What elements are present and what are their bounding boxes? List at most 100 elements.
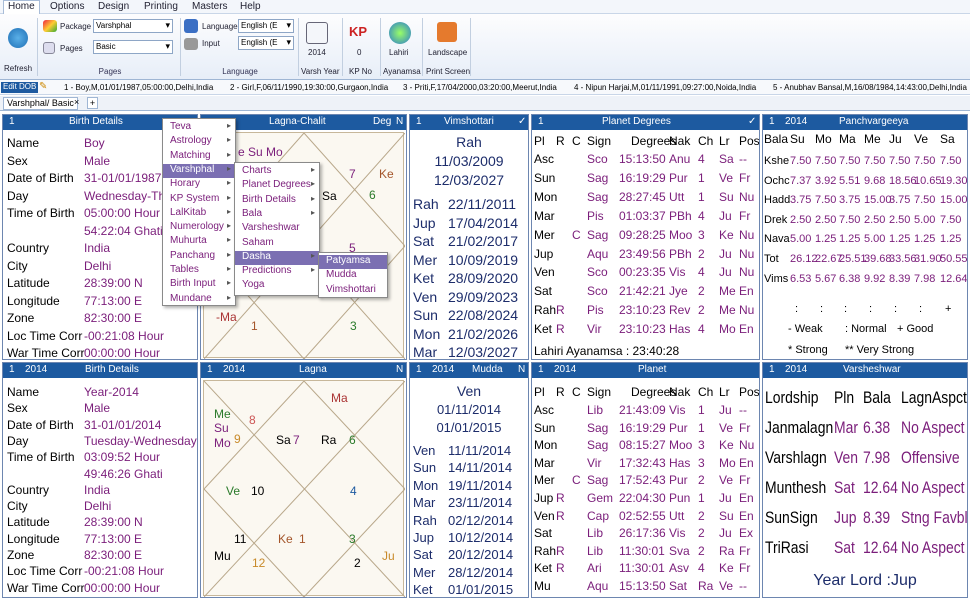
check-icon[interactable]: ✓ <box>748 116 757 127</box>
tab-varshphal-basic[interactable]: Varshphal/ Basic <box>3 97 78 110</box>
recent-item-2[interactable]: 2 - Girl,F,06/11/1990,19:30:00,Gurgaon,I… <box>230 83 389 92</box>
tab-add-button[interactable]: + <box>87 97 98 109</box>
panel-title: Vimshottari <box>444 116 494 127</box>
dasha-date: 23/11/2014 <box>448 495 513 511</box>
chart-house-3: 3 <box>349 532 356 546</box>
table-header: Lr <box>719 134 730 148</box>
mudda-from: 01/11/2014 <box>436 402 502 417</box>
menu-options[interactable]: Options <box>50 1 85 12</box>
kp-icon[interactable]: KP <box>349 24 368 39</box>
recent-item-4[interactable]: 4 - Nipun Harjai,M,01/11/1991,09:27:00,N… <box>574 83 757 92</box>
panel-number: 1 <box>769 116 775 127</box>
north-toggle[interactable]: N <box>396 364 404 375</box>
table-cell: Ven <box>534 508 555 523</box>
chevron-right-icon: ▸ <box>226 178 231 188</box>
package-select[interactable]: Varshphal <box>93 19 173 33</box>
table-cell: 3.75 <box>889 194 911 207</box>
menu-item-label: Muhurta <box>170 235 207 247</box>
menu-item[interactable]: Planet Degrees ▸ <box>235 179 319 193</box>
menu-item[interactable]: Varsheshwar <box>235 222 319 236</box>
menu-masters[interactable]: Masters <box>192 1 228 12</box>
menu-item[interactable]: Yoga <box>235 279 319 293</box>
language-group-label: Language <box>222 67 258 76</box>
birth-field-value: Year-2014 <box>84 385 139 399</box>
language-select[interactable]: English (E <box>238 19 294 33</box>
recent-item-5[interactable]: 5 - Anubhav Bansal,M,16/08/1984,14:43:00… <box>773 83 967 92</box>
menu-item[interactable]: KP System ▸ <box>163 193 235 207</box>
menu-item[interactable]: Mudda <box>319 269 387 283</box>
calendar-icon[interactable] <box>306 22 328 44</box>
menu-design[interactable]: Design <box>98 1 130 12</box>
north-toggle[interactable]: N <box>518 364 526 375</box>
year-value[interactable]: 2014 <box>308 48 326 57</box>
dasha-date: 29/09/2023 <box>448 288 519 305</box>
menu-item[interactable]: Panchang ▸ <box>163 250 235 264</box>
kp-value[interactable]: 0 <box>357 48 362 57</box>
menu-item[interactable]: Predictions ▸ <box>235 265 319 279</box>
birth-field-value: 54:22:04 Ghati <box>84 223 163 238</box>
table-cell: Mar <box>834 418 859 437</box>
menu-item[interactable]: Birth Details ▸ <box>235 194 319 208</box>
panel-header: Lagna-Chalit Deg N <box>201 115 406 130</box>
menu-item[interactable]: Varshphal ▸ <box>163 163 235 178</box>
landscape-label[interactable]: Landscape <box>428 48 468 57</box>
menu-item[interactable]: Saham <box>235 237 319 251</box>
menu-item[interactable]: LalKitab ▸ <box>163 207 235 221</box>
menu-item[interactable]: Astrology ▸ <box>163 135 235 149</box>
table-header: Degrees <box>631 134 677 148</box>
north-toggle[interactable]: N <box>396 116 404 127</box>
panel-title: Lagna-Chalit <box>269 116 326 127</box>
edit-dob-button[interactable]: Edit DOB <box>1 82 39 93</box>
ayanamsa-value[interactable]: Lahiri <box>389 48 409 57</box>
menu-item[interactable]: Tables ▸ <box>163 264 235 278</box>
table-cell: 1.25 <box>914 233 936 246</box>
check-icon[interactable]: ✓ <box>518 116 527 127</box>
table-cell: 19.30 <box>940 174 968 187</box>
globe-icon[interactable] <box>389 22 411 44</box>
pages-select[interactable]: Basic <box>93 40 173 54</box>
menu-printing[interactable]: Printing <box>144 1 178 12</box>
refresh-icon[interactable] <box>8 28 28 48</box>
tab-bar: Varshphal/ Basic × + <box>0 96 970 111</box>
menu-item[interactable]: Vimshottari <box>319 284 387 298</box>
birth-field-value: 28:39:00 N <box>84 515 143 530</box>
table-cell: 09:28:25 <box>619 227 666 242</box>
input-select[interactable]: English (E <box>238 36 294 50</box>
menu-item[interactable]: Matching ▸ <box>163 150 235 164</box>
menu-item[interactable]: Birth Input ▸ <box>163 278 235 292</box>
pencil-icon[interactable]: ✎ <box>39 81 48 92</box>
recent-item-3[interactable]: 3 - Priti,F,17/04/2000,03:20:00,Meerut,I… <box>403 83 557 92</box>
recent-item-1[interactable]: 1 - Boy,M,01/01/1987,05:00:00,Delhi,Indi… <box>64 83 214 92</box>
menu-home[interactable]: Home <box>3 0 40 14</box>
table-cell: Rev <box>669 303 691 318</box>
menu-help[interactable]: Help <box>240 1 261 12</box>
table-cell: En <box>739 322 754 337</box>
landscape-icon[interactable] <box>437 22 457 42</box>
table-cell: 3 <box>698 455 705 470</box>
table-cell: Nu <box>739 265 755 280</box>
table-cell: Mo <box>719 322 736 337</box>
panel-header: 1 2014 Mudda N <box>410 363 528 378</box>
menu-item[interactable]: Horary ▸ <box>163 178 235 192</box>
menu-item-label: KP System <box>170 192 220 204</box>
menu-item[interactable]: Bala ▸ <box>235 208 319 222</box>
menu-item[interactable]: Numerology ▸ <box>163 221 235 235</box>
tab-close-icon[interactable]: × <box>74 97 80 107</box>
table-cell: Sag <box>587 473 609 488</box>
menu-item[interactable]: Dasha ▸ <box>235 250 319 265</box>
birth-field-label: Date of Birth <box>7 417 74 432</box>
refresh-label[interactable]: Refresh <box>4 64 33 73</box>
menu-item[interactable]: Teva ▸ <box>163 121 235 135</box>
deg-toggle[interactable]: Deg <box>373 116 392 127</box>
menu-item[interactable]: Muhurta ▸ <box>163 235 235 249</box>
menu-item[interactable]: Charts ▸ <box>235 165 319 179</box>
birth-field-label: Date of Birth <box>7 171 74 185</box>
table-cell: Su <box>719 189 734 204</box>
birth-field-value: India <box>84 482 111 497</box>
menu-item[interactable]: Patyamsa <box>319 255 387 269</box>
table-cell: Vir <box>587 455 602 470</box>
menu-item[interactable]: Mundane ▸ <box>163 293 235 307</box>
dasha-head: Rah <box>456 134 482 150</box>
table-header: Nak <box>669 385 691 399</box>
table-cell: Ju <box>719 246 732 261</box>
